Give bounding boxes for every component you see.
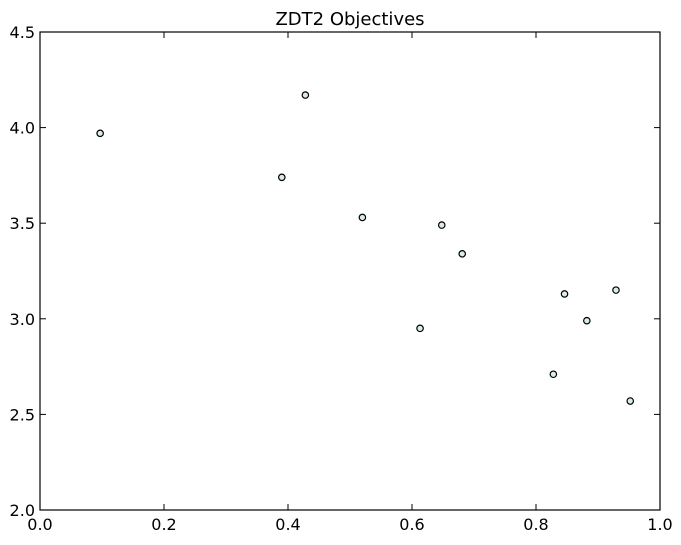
scatter-point [96, 129, 104, 138]
scatter-point [612, 286, 620, 294]
scatter-point [549, 370, 558, 379]
scatter-point [437, 221, 446, 229]
data-points [96, 91, 635, 405]
y-tick-label: 2.5 [10, 405, 35, 424]
plot-area [39, 31, 661, 511]
x-tick-label: 0.0 [27, 515, 52, 534]
x-axis: 0.0 0.2 0.4 0.6 0.8 1.0 [27, 32, 673, 534]
y-tick-label: 3.5 [10, 214, 35, 233]
x-tick-label: 1.0 [647, 515, 672, 534]
scatter-point [358, 213, 367, 222]
chart-title: ZDT2 Objectives [275, 9, 424, 30]
y-tick-label: 4.0 [10, 119, 35, 138]
scatter-point [301, 91, 310, 99]
y-tick-label: 4.5 [10, 23, 35, 42]
x-tick-label: 0.6 [399, 515, 424, 534]
scatter-point [583, 316, 591, 325]
scatter-point [458, 249, 467, 258]
scatter-point [416, 324, 424, 333]
x-tick-label: 0.4 [275, 515, 300, 534]
scatter-point [626, 397, 635, 405]
scatter-point [277, 173, 286, 182]
x-tick-label: 0.2 [151, 515, 176, 534]
scatter-point [560, 290, 569, 298]
x-tick-label: 0.8 [523, 515, 548, 534]
y-tick-label: 3.0 [10, 310, 35, 329]
y-axis: 2.0 2.5 3.0 3.5 4.0 4.5 [10, 23, 660, 520]
y-tick-label: 2.0 [10, 501, 35, 520]
